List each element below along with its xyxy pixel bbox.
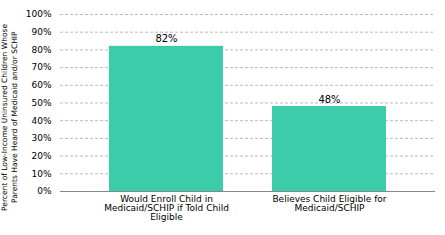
svg-text:Would Enroll Child inMedicaid/: Would Enroll Child inMedicaid/SCHIP if T… — [104, 194, 229, 222]
svg-text:70%: 70% — [31, 62, 51, 72]
svg-text:0%: 0% — [37, 186, 52, 196]
svg-text:40%: 40% — [31, 116, 51, 126]
svg-text:50%: 50% — [31, 98, 51, 108]
svg-text:100%: 100% — [26, 9, 52, 19]
svg-text:82%: 82% — [155, 33, 177, 44]
svg-text:30%: 30% — [31, 133, 51, 143]
html-text:Percent of Low-Income Uninsure: Percent of Low-Income Uninsured Children… — [0, 24, 19, 211]
svg-text:60%: 60% — [31, 80, 51, 90]
svg-text:48%: 48% — [318, 94, 340, 105]
svg-text:10%: 10% — [31, 169, 51, 179]
svg-text:80%: 80% — [31, 45, 51, 55]
svg-text:90%: 90% — [31, 27, 51, 37]
svg-text:Believes Child Eligible forMed: Believes Child Eligible forMedicaid/SCHI… — [272, 194, 386, 213]
svg-text:20%: 20% — [31, 151, 51, 161]
